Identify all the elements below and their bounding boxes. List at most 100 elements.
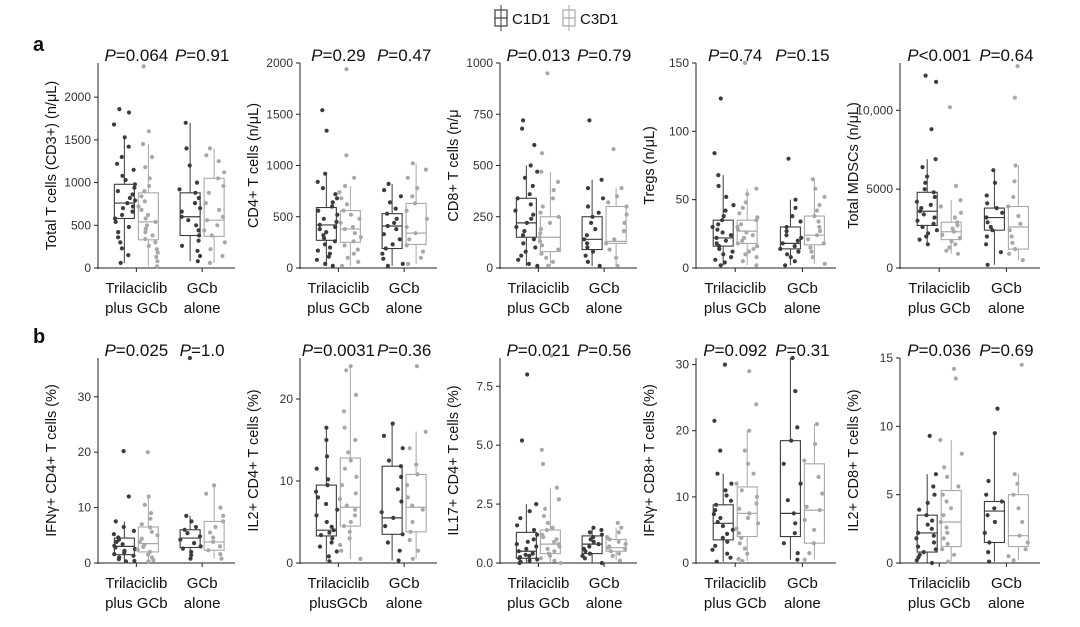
data-point (728, 233, 734, 238)
x-category-label: GCb (787, 280, 818, 297)
data-point (544, 527, 550, 533)
data-point (725, 551, 730, 556)
data-point (147, 183, 152, 189)
data-point (783, 263, 788, 268)
p-value-number: =0.064 (116, 46, 168, 65)
box-iqr (1007, 494, 1029, 548)
y-tick-label: 10,000 (856, 103, 893, 117)
data-point (784, 224, 789, 230)
legend-label-c3d1: C3D1 (580, 11, 618, 28)
box-iqr (381, 213, 403, 250)
data-point (527, 509, 532, 514)
box-iqr (736, 486, 758, 538)
data-point (624, 212, 629, 217)
box-c1d1 (177, 120, 203, 264)
data-point (113, 545, 118, 550)
data-point (410, 519, 415, 525)
data-point (590, 214, 595, 219)
data-point (213, 524, 218, 530)
box-c1d1 (581, 118, 606, 268)
p-value-number: =0.36 (388, 341, 431, 360)
chart-8: 0.0 2.5 5.0 7.5 IL17+ CD4+ T cells (%) Trilac… (446, 341, 637, 612)
data-point (822, 194, 827, 199)
data-point (820, 491, 825, 496)
p-value-number: =0.56 (588, 341, 631, 360)
data-point (743, 252, 748, 257)
data-point (736, 556, 741, 562)
x-category-label: plus GCb (704, 300, 767, 317)
data-point (730, 527, 735, 533)
data-point (423, 167, 428, 172)
y-axis-title: Total T cells (CD3+) (n/μL) (44, 81, 60, 250)
data-point (112, 552, 117, 557)
p-value-number: <0.001 (919, 46, 971, 65)
data-point (148, 510, 154, 516)
data-point (914, 199, 920, 204)
data-point (920, 165, 925, 170)
data-point (982, 530, 987, 536)
box-iqr (779, 226, 801, 250)
data-point (216, 159, 221, 164)
data-point (551, 539, 557, 544)
data-point (538, 239, 543, 244)
data-point (196, 195, 201, 201)
data-point (154, 247, 159, 252)
data-point (217, 207, 222, 212)
data-point (942, 465, 947, 470)
data-point (130, 192, 135, 197)
data-point (385, 223, 390, 229)
data-point (120, 212, 125, 218)
data-point (518, 516, 523, 521)
data-point (546, 263, 551, 268)
data-point (793, 521, 798, 526)
data-point (798, 219, 803, 224)
data-point (397, 237, 402, 242)
y-tick-label: 1500 (64, 133, 91, 147)
data-point (747, 511, 752, 516)
legend-item-c1d1: C1D1 (494, 5, 550, 31)
y-tick-label: 0 (84, 261, 91, 275)
data-point (556, 247, 561, 252)
data-point (754, 255, 759, 260)
data-point (139, 536, 144, 541)
data-point (117, 107, 122, 112)
data-point (931, 533, 936, 538)
data-point (1006, 554, 1011, 559)
x-category-label: Trilaciclib (908, 575, 970, 592)
data-point (583, 253, 588, 258)
data-point (789, 438, 794, 443)
data-point (326, 254, 331, 259)
data-point (587, 118, 592, 123)
data-point (125, 201, 130, 206)
data-point (339, 196, 344, 201)
p-value-number: =0.092 (715, 341, 767, 360)
data-point (184, 146, 189, 151)
data-point (921, 212, 926, 217)
data-point (358, 556, 363, 562)
data-point (730, 249, 735, 254)
data-point (747, 428, 752, 433)
p-value-number: =0.31 (787, 341, 830, 360)
data-point (712, 418, 717, 423)
data-point (151, 558, 156, 563)
data-point (418, 255, 423, 260)
data-point (623, 542, 628, 547)
data-point (955, 251, 961, 256)
data-point (1020, 519, 1025, 525)
data-point (398, 194, 403, 199)
data-point (951, 229, 957, 234)
data-point (615, 263, 620, 268)
data-point (985, 201, 990, 206)
data-point (356, 259, 361, 264)
data-point (745, 515, 751, 521)
data-point (929, 560, 935, 566)
data-point (786, 156, 791, 161)
y-axis-title: IFNγ+ CD8+ T cells (%) (642, 384, 658, 537)
data-point (327, 559, 332, 564)
data-point (1011, 492, 1016, 497)
y-tick-label: 15 (880, 351, 894, 365)
data-point (795, 238, 800, 243)
data-point (539, 151, 545, 156)
x-category-label: Trilaciclib (507, 575, 569, 592)
data-point (808, 245, 813, 250)
